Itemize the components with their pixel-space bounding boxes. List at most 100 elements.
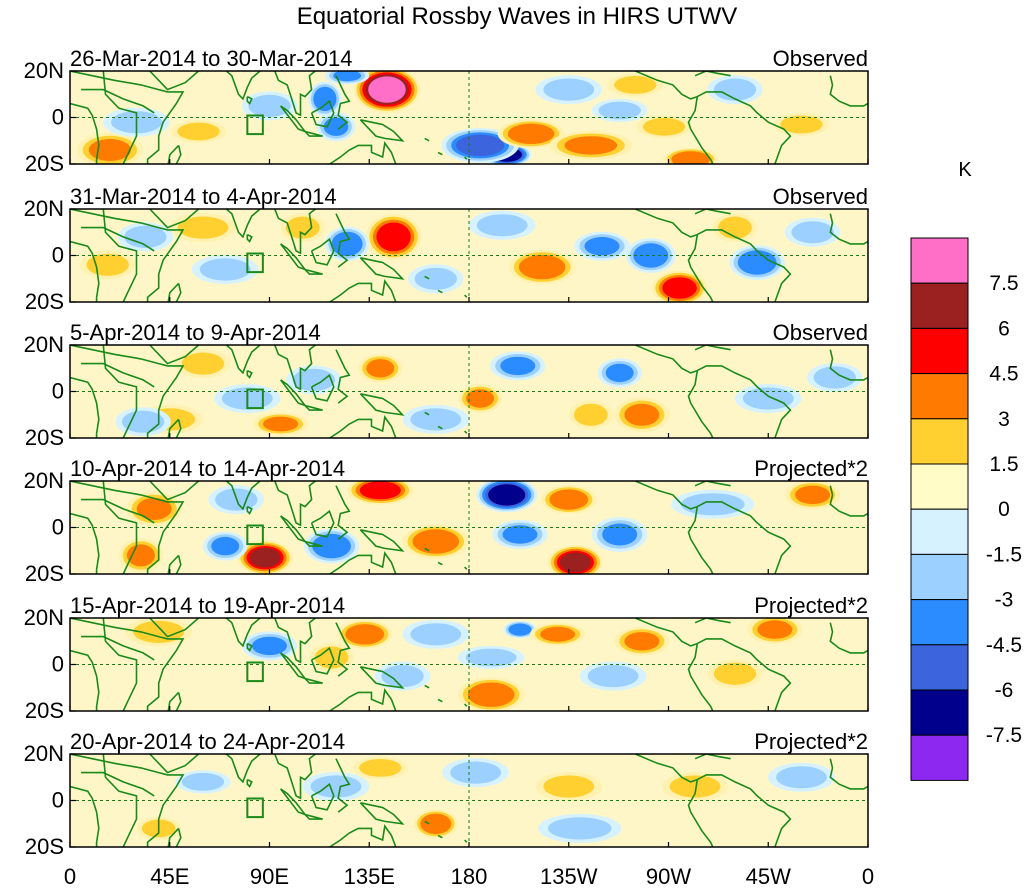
positive-anomaly-contour [376, 222, 411, 252]
colorbar-label: 6 [998, 317, 1010, 340]
positive-anomaly-contour [757, 620, 793, 639]
map-panel: 20-Apr-2014 to 24-Apr-2014 Projected*2 20N… [24, 729, 869, 859]
positive-anomaly-contour [718, 216, 752, 239]
x-tick-label: 90W [646, 864, 691, 889]
coastline [149, 754, 200, 774]
positive-anomaly-contour [466, 389, 495, 408]
coastline [304, 677, 323, 684]
negative-anomaly-contour [414, 267, 457, 290]
coastline [328, 141, 397, 164]
negative-anomaly-contour [813, 366, 856, 389]
coastline [225, 71, 262, 101]
negative-anomaly-contour [211, 536, 240, 556]
coastline [328, 415, 397, 438]
coastline [437, 289, 443, 294]
negative-anomaly-contour [465, 648, 517, 667]
negative-anomaly-contour [500, 356, 536, 376]
x-tick-label: 135W [540, 864, 598, 889]
colorbar-swatch [910, 327, 969, 375]
positive-anomaly-contour [366, 359, 395, 378]
coastline [246, 642, 253, 652]
colorbar-label: 3 [998, 408, 1010, 431]
positive-anomaly-contour [88, 139, 131, 161]
negative-anomaly-contour [713, 78, 757, 101]
coastline [310, 782, 335, 811]
positive-anomaly-contour [559, 552, 591, 573]
positive-anomaly-contour [136, 497, 172, 520]
y-tick-label: 0 [52, 379, 64, 404]
coastline [167, 282, 182, 302]
positive-anomaly-contour [540, 626, 576, 642]
coastline [829, 349, 868, 381]
negative-anomaly-contour [633, 243, 669, 268]
coastline [246, 778, 253, 788]
colorbar-swatch [910, 463, 969, 510]
panel-period: 10-Apr-2014 to 14-Apr-2014 [70, 456, 345, 481]
colorbar-label: -3 [995, 589, 1014, 612]
coastline [687, 643, 714, 711]
negative-anomaly-contour [313, 86, 337, 112]
positive-anomaly-contour [177, 216, 229, 239]
coastline [246, 369, 253, 379]
coastline [81, 88, 155, 114]
colorbar-swatch [910, 373, 969, 420]
coastline [328, 824, 397, 847]
coastline [464, 156, 468, 160]
positive-anomaly-contour [780, 115, 823, 134]
coastline [70, 376, 100, 438]
map-panel: 10-Apr-2014 to 14-Apr-2014 Projected*2 20N… [24, 456, 869, 586]
coastline [359, 119, 405, 142]
coastline [464, 294, 468, 298]
colorbar-swatch [910, 237, 969, 284]
y-tick-label: 20N [24, 196, 64, 221]
coastline [424, 137, 430, 142]
coastline [225, 345, 262, 375]
coastline [424, 275, 430, 280]
coastline [102, 618, 138, 711]
negative-anomaly-contour [410, 408, 462, 431]
coastline [696, 774, 792, 847]
x-axis: 0 45E 90E 135E 180 135W 90W 45W 0 [64, 864, 874, 889]
colorbar-swatch [910, 599, 969, 646]
coastline [687, 370, 714, 438]
map-panel: 31-Mar-2014 to 4-Apr-2014 Observed 20N 0 20S [24, 184, 869, 314]
coastline [149, 481, 200, 501]
coastline [310, 646, 335, 675]
coastline [696, 365, 792, 438]
negative-anomaly-contour [502, 525, 538, 544]
colorbar-swatch [910, 689, 969, 736]
reference-box [246, 388, 264, 410]
positive-anomaly-contour [671, 151, 711, 164]
coastline [829, 485, 868, 517]
coastline [328, 551, 397, 574]
colorbar-label: -6 [995, 679, 1014, 702]
negative-anomaly-contour [791, 221, 834, 244]
negative-anomaly-contour [181, 773, 225, 791]
map-panel: 5-Apr-2014 to 9-Apr-2014 Observed 20N 0 20S [24, 320, 869, 450]
coastline [335, 349, 351, 404]
coastline [464, 566, 468, 570]
coastline [829, 758, 868, 790]
coastline [81, 771, 155, 797]
coastline [437, 425, 443, 430]
reference-box [246, 524, 264, 546]
coastline [634, 209, 698, 238]
coastline [70, 71, 185, 164]
coastline [424, 411, 430, 416]
coastline [696, 501, 792, 574]
positive-anomaly-contour [249, 547, 281, 568]
coastline [149, 345, 200, 365]
coastline [149, 71, 200, 91]
coastline [102, 481, 138, 574]
coastline [424, 547, 430, 552]
coastline [246, 233, 253, 243]
coastline [696, 229, 792, 302]
positive-anomaly-contour [359, 481, 401, 500]
negative-anomaly-contour [252, 636, 287, 656]
coastline [634, 481, 698, 510]
coastline [634, 618, 698, 647]
coastline [634, 345, 698, 374]
positive-anomaly-contour [564, 136, 618, 155]
coastline [829, 213, 868, 245]
